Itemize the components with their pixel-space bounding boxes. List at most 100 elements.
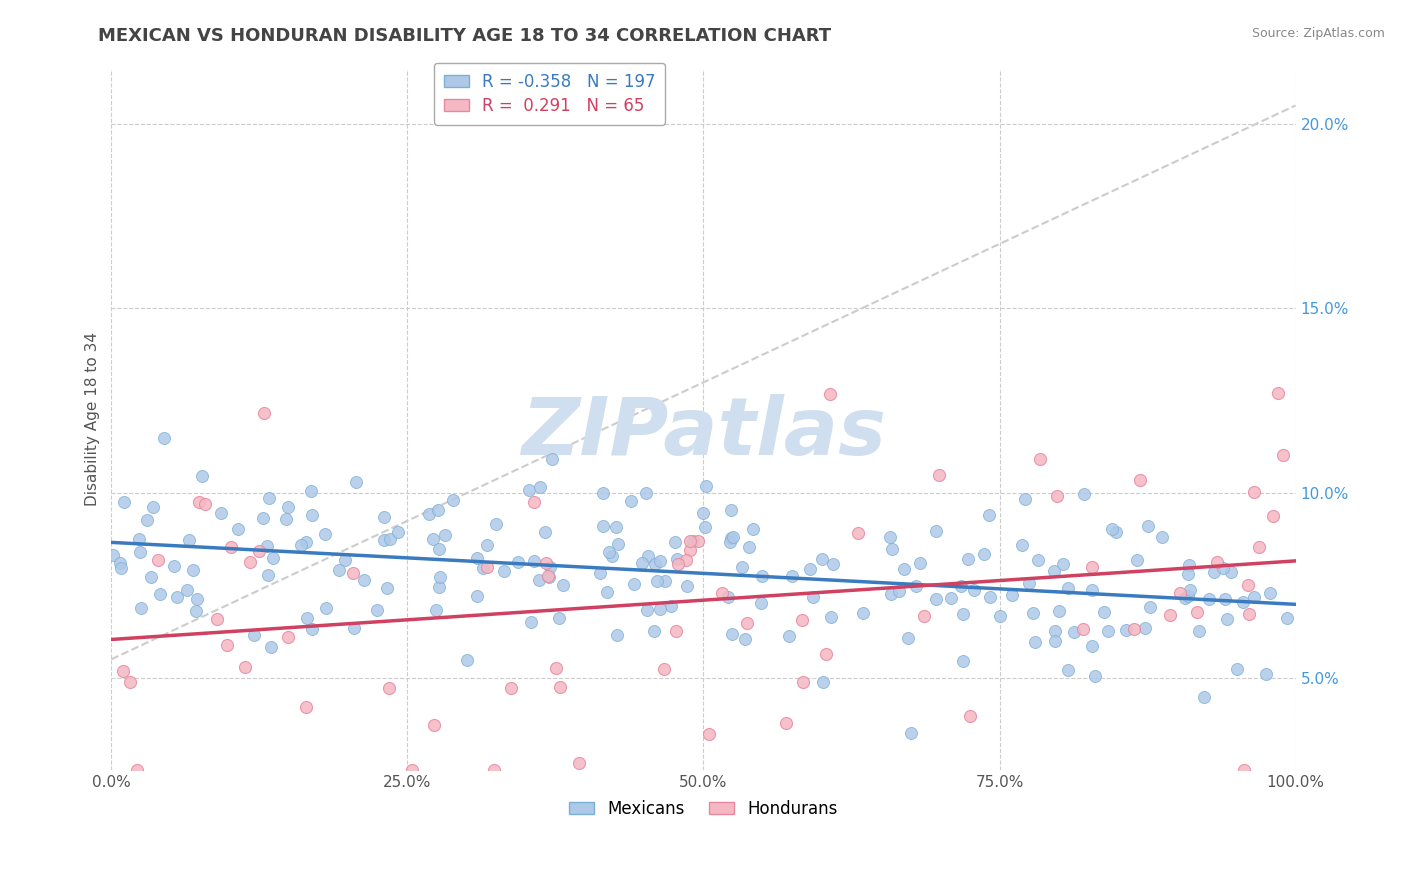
Point <box>675 552 697 566</box>
Point <box>879 531 901 545</box>
Point <box>314 527 336 541</box>
Point <box>720 502 742 516</box>
Text: MEXICAN VS HONDURAN DISABILITY AGE 18 TO 34 CORRELATION CHART: MEXICAN VS HONDURAN DISABILITY AGE 18 TO… <box>98 27 831 45</box>
Point <box>1047 604 1070 618</box>
Point <box>735 616 758 631</box>
Point <box>568 756 591 770</box>
Point <box>108 557 131 571</box>
Point <box>792 675 814 690</box>
Point <box>1239 607 1261 621</box>
Point <box>373 533 395 548</box>
Point <box>598 545 620 559</box>
Point <box>541 452 564 467</box>
Point <box>1256 667 1278 681</box>
Point <box>297 610 319 624</box>
Point <box>534 556 557 570</box>
Point <box>260 640 283 654</box>
Point <box>810 552 832 566</box>
Point <box>129 600 152 615</box>
Point <box>820 609 842 624</box>
Point <box>1233 763 1256 777</box>
Point <box>335 553 357 567</box>
Point <box>429 570 451 584</box>
Point <box>112 494 135 508</box>
Point <box>1188 624 1211 638</box>
Point <box>589 566 612 581</box>
Point <box>675 579 697 593</box>
Point <box>880 587 903 601</box>
Point <box>128 545 150 559</box>
Point <box>718 535 741 549</box>
Point <box>988 609 1011 624</box>
Point <box>634 486 657 500</box>
Point <box>606 628 628 642</box>
Point <box>665 624 688 639</box>
Point <box>666 557 689 571</box>
Point <box>125 763 148 777</box>
Point <box>256 539 278 553</box>
Point <box>519 483 541 497</box>
Point <box>678 543 700 558</box>
Point <box>277 500 299 514</box>
Point <box>484 517 506 532</box>
Point <box>801 590 824 604</box>
Point <box>1057 582 1080 596</box>
Point <box>741 522 763 536</box>
Point <box>215 638 238 652</box>
Point <box>1177 589 1199 603</box>
Point <box>209 506 232 520</box>
Point <box>949 579 972 593</box>
Point <box>301 508 323 522</box>
Point <box>852 607 875 621</box>
Point <box>427 580 450 594</box>
Text: Source: ZipAtlas.com: Source: ZipAtlas.com <box>1251 27 1385 40</box>
Point <box>900 726 922 740</box>
Point <box>257 491 280 505</box>
Point <box>592 519 614 533</box>
Point <box>659 599 682 613</box>
Point <box>1046 489 1069 503</box>
Point <box>373 510 395 524</box>
Point <box>692 506 714 520</box>
Point <box>366 603 388 617</box>
Point <box>1105 524 1128 539</box>
Point <box>652 662 675 676</box>
Point <box>1152 530 1174 544</box>
Point <box>1057 663 1080 677</box>
Point <box>925 592 948 607</box>
Point <box>1225 662 1247 676</box>
Point <box>697 727 720 741</box>
Point <box>295 535 318 549</box>
Point <box>811 674 834 689</box>
Point <box>1258 586 1281 600</box>
Point <box>1043 624 1066 639</box>
Point <box>1081 582 1104 597</box>
Point <box>375 582 398 596</box>
Point <box>342 566 364 580</box>
Point <box>523 494 546 508</box>
Point <box>548 611 571 625</box>
Y-axis label: Disability Age 18 to 34: Disability Age 18 to 34 <box>86 332 100 507</box>
Point <box>631 557 654 571</box>
Point <box>1115 623 1137 637</box>
Point <box>686 534 709 549</box>
Point <box>344 475 367 490</box>
Point <box>1126 553 1149 567</box>
Point <box>792 613 814 627</box>
Point <box>529 480 551 494</box>
Point <box>731 559 754 574</box>
Point <box>925 524 948 538</box>
Point <box>1192 690 1215 704</box>
Point <box>163 558 186 573</box>
Point <box>148 587 170 601</box>
Point <box>1198 591 1220 606</box>
Point <box>648 601 671 615</box>
Point <box>441 493 464 508</box>
Point <box>1275 611 1298 625</box>
Point <box>1133 621 1156 635</box>
Point <box>1101 522 1123 536</box>
Point <box>721 530 744 544</box>
Point <box>751 569 773 583</box>
Point <box>1237 578 1260 592</box>
Point <box>1123 622 1146 636</box>
